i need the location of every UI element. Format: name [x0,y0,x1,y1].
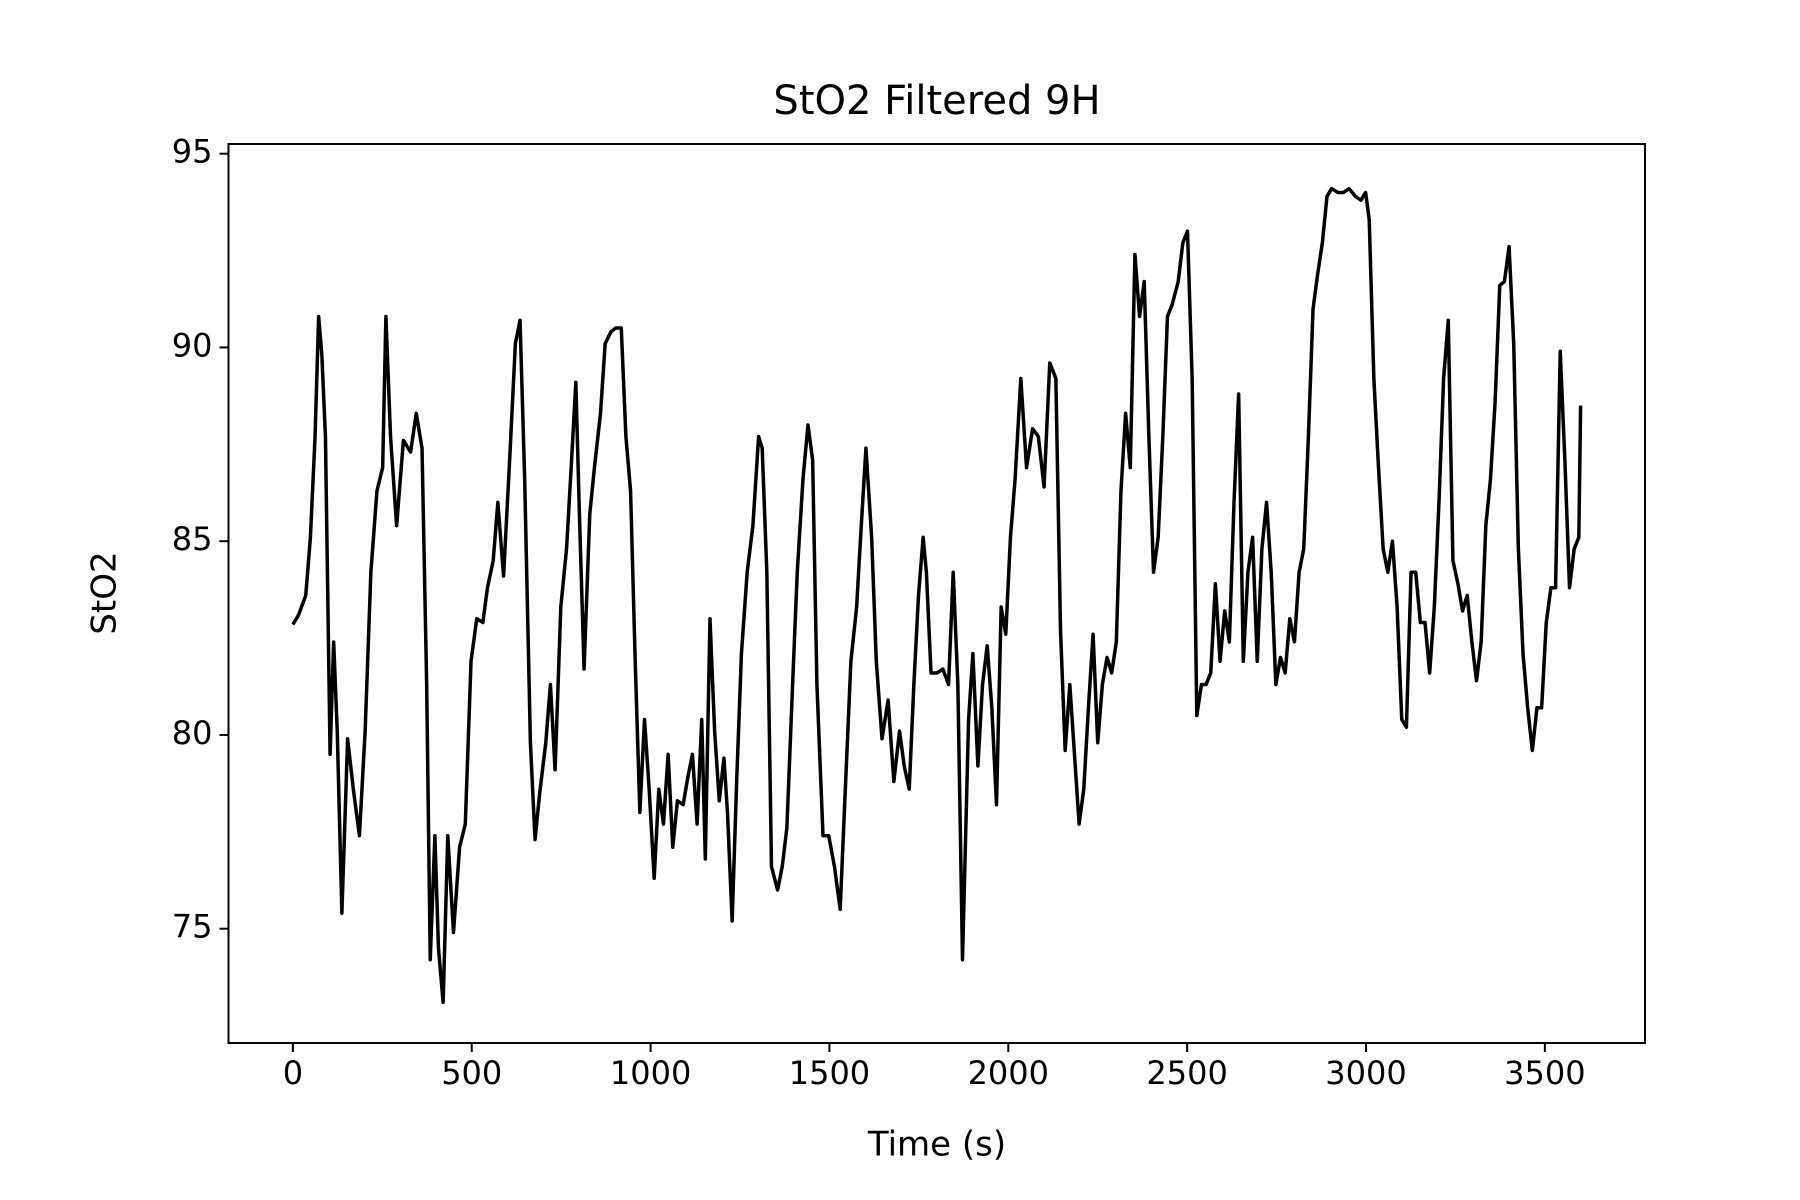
x-tick-label: 3000 [1325,1054,1406,1092]
x-tick-label: 1500 [789,1054,870,1092]
x-axis-label: Time (s) [867,1125,1006,1165]
axes-frame [227,143,1646,1044]
y-tick-label: 95 [172,133,213,171]
x-tick-label: 0 [283,1054,303,1092]
y-tick-label: 85 [172,520,213,558]
y-tick-label: 75 [172,908,213,946]
y-axis-label: StO2 [85,551,125,634]
y-tick-label: 80 [172,714,213,752]
x-tick-label: 2500 [1146,1054,1227,1092]
y-tick-label: 90 [172,326,213,364]
plot-area [291,186,1583,1005]
x-tick-label: 2000 [968,1054,1049,1092]
x-tick-label: 500 [441,1054,502,1092]
data-line [291,186,1583,1005]
x-tick-label: 1000 [610,1054,691,1092]
x-tick-label: 3500 [1504,1054,1585,1092]
chart-title: StO2 Filtered 9H [773,78,1100,124]
